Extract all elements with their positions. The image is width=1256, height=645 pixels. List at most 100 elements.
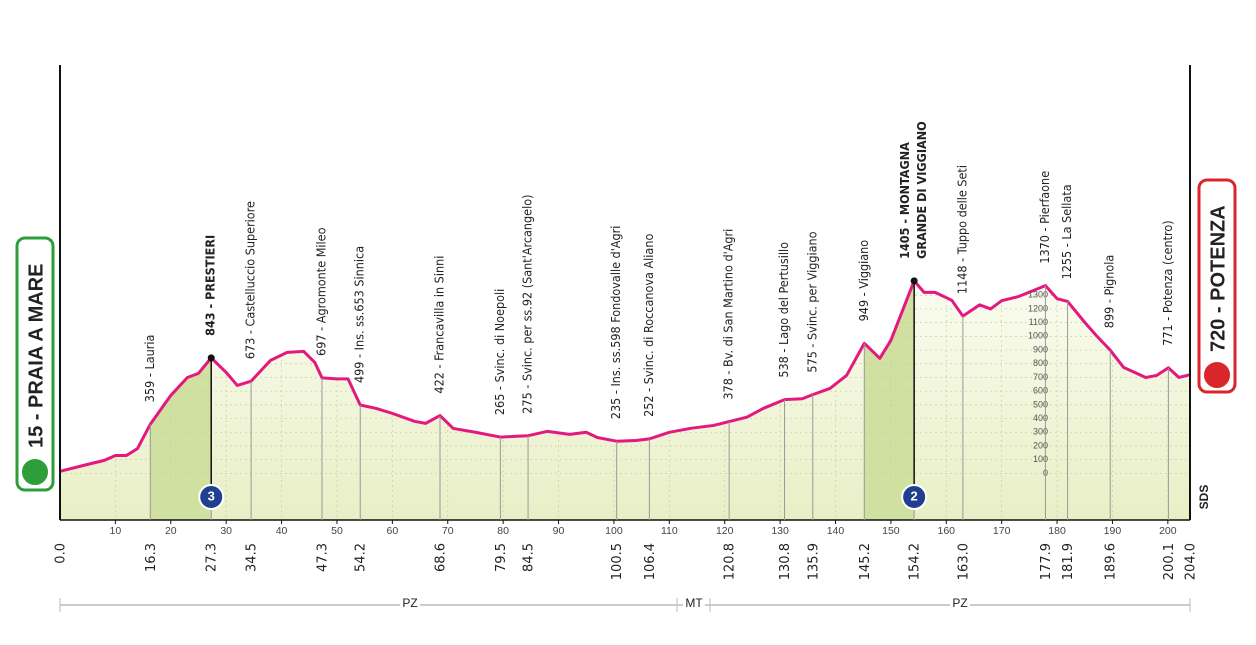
climb-name: GRANDE DI VIGGIANO [914,121,929,259]
waypoint-name: 265 - Svinc. di Noepoli [492,289,507,415]
x-tick-label: 150 [882,525,900,537]
km-label: 16.3 [144,543,159,572]
region-gap [400,596,420,614]
waypoint-name: 1370 - Pierfaone [1037,171,1052,264]
y-tick-label: 1200 [1028,303,1048,313]
x-tick-label: 190 [1104,525,1122,537]
waypoint-name: 378 - Bv. di San Martino d'Agri [721,229,736,400]
x-tick-label: 170 [993,525,1011,537]
x-tick-label: 30 [220,525,232,537]
y-tick-label: 200 [1033,440,1048,450]
finish-icon [1202,360,1232,390]
profile-line [59,279,1191,473]
waypoint-name: 1255 - La Sellata [1059,184,1074,279]
plot: 0100200300400500600700800900100011001200… [54,65,1199,580]
region-gap [683,596,705,614]
climb-badge [198,484,225,510]
waypoint-name: 575 - Svinc. per Viggiano [804,231,819,372]
km-label: 34.5 [245,543,260,572]
x-tick-label: 100 [605,525,623,537]
waypoint-name: 499 - Ins. ss.653 Sinnica [352,246,367,383]
km-label: 106.4 [643,543,658,580]
waypoint-name: 1148 - Tuppo delle Seti [954,165,969,294]
waypoint-name: 359 - Lauria [142,335,157,403]
x-tick-label: 50 [331,525,343,537]
x-tick-label: 40 [276,525,288,537]
start-name: 15 - PRAIA A MARE [25,264,47,448]
x-tick-label: 80 [497,525,509,537]
climb-category: 2 [911,488,918,503]
waypoint-name: 899 - Pignola [1102,255,1117,328]
finish-sign [1197,178,1237,394]
km-label: 200.1 [1162,543,1177,580]
y-tick-label: 1300 [1028,290,1048,300]
y-tick-label: 100 [1033,454,1048,464]
km-label: 181.9 [1061,543,1076,580]
km-label: 68.6 [433,543,448,572]
climb-category: 3 [208,488,215,503]
km-label: 177.9 [1039,543,1054,580]
y-tick-label: 1000 [1028,331,1048,341]
km-label: 100.5 [610,543,625,580]
x-tick-label: 160 [938,525,956,537]
y-tick-label: 600 [1033,386,1048,396]
x-tick-label: 130 [771,525,789,537]
km-label: 54.2 [354,543,369,572]
climb-name: 1405 - MONTAGNA [897,142,912,259]
region-label: PZ [952,596,967,610]
km-label: 120.8 [723,543,738,580]
waypoint-name: 697 - Agromonte Mileo [314,227,329,355]
waypoint-name: 275 - Svinc. per ss.92 (Sant'Arcangelo) [520,195,535,414]
km-label: 154.2 [908,543,923,580]
x-tick-label: 120 [716,525,734,537]
start-icon [20,457,50,487]
km-label: 204.0 [1184,543,1199,580]
km-label: 145.2 [858,543,873,580]
y-tick-label: 700 [1033,372,1048,382]
climb-name: 843 - PRESTIERI [203,235,218,336]
y-tick-label: 800 [1033,358,1048,368]
waypoint-name: 422 - Francavilla in Sinni [431,256,446,394]
km-label: 130.8 [778,543,793,580]
km-label: 47.3 [316,543,331,572]
km-label: 27.3 [205,543,220,572]
km-label: 84.5 [522,543,537,572]
waypoint-name: 252 - Svinc. di Roccanova Aliano [641,234,656,417]
start-sign [15,236,55,492]
x-tick-label: 180 [1048,525,1066,537]
waypoint-name: 235 - Ins. ss.598 Fondovalle d'Agri [608,226,623,420]
x-tick-label: 140 [827,525,845,537]
x-tick-label: 90 [553,525,565,537]
km-label: 135.9 [806,543,821,580]
profile-area [60,280,1190,520]
sds-label: SDS [1197,485,1211,510]
waypoint-name: 771 - Potenza (centro) [1160,220,1175,345]
climb-badge [901,484,928,510]
x-tick-label: 110 [661,525,678,537]
y-tick-label: 400 [1033,413,1048,423]
y-tick-label: 900 [1033,344,1048,354]
x-tick-label: 200 [1159,525,1177,537]
km-label: 163.0 [956,543,971,580]
climb-shade [150,357,212,520]
waypoint-name: 673 - Castelluccio Superiore [243,201,258,359]
x-tick-label: 70 [442,525,454,537]
climb-point [207,354,215,362]
x-tick-label: 60 [387,525,399,537]
x-tick-label: 20 [165,525,177,537]
region-label: MT [685,596,703,610]
km-label: 189.6 [1104,543,1119,580]
x-tick-label: 10 [110,525,122,537]
km-label: 0.0 [54,543,69,564]
y-tick-label: 500 [1033,399,1048,409]
finish-name: 720 - POTENZA [1207,205,1229,352]
climb-shade [864,280,915,520]
region-label: PZ [402,596,417,610]
y-tick-label: 1100 [1029,317,1048,327]
y-tick-label: 300 [1033,427,1048,437]
waypoint-name: 538 - Lago del Pertusillo [776,242,791,378]
climb-point [910,277,918,285]
region-gap [950,596,970,614]
km-label: 79.5 [494,543,509,572]
